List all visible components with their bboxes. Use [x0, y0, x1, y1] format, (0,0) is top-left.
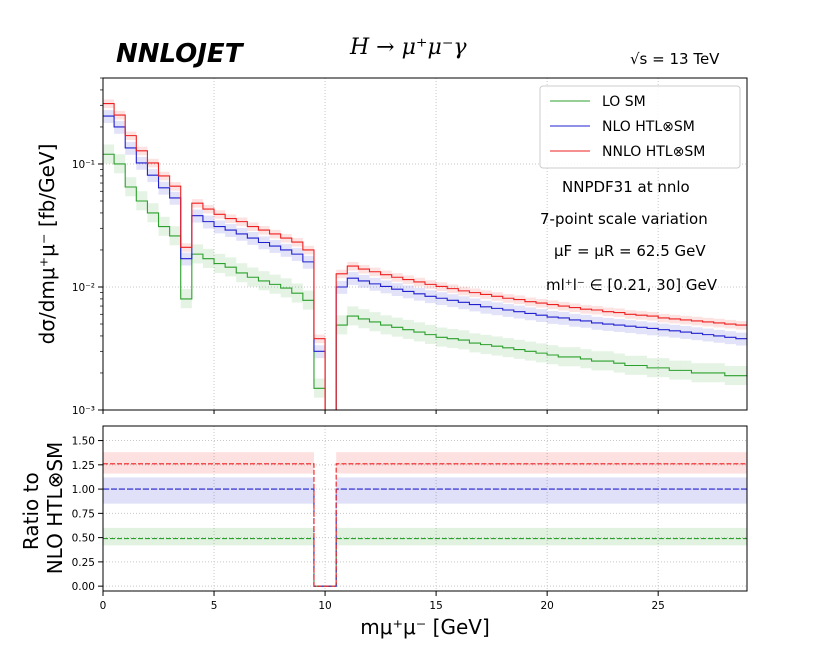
brand-logo: NNLOJET	[116, 39, 245, 69]
bottom-lines	[103, 463, 747, 587]
top-line-series-0	[103, 153, 747, 410]
energy-label: √s = 13 TeV	[630, 50, 720, 68]
bottom-band-0-1	[336, 527, 747, 546]
bottom-y-axis-label-line1: Ratio to	[19, 472, 43, 550]
top-ytick-label-2: 10⁻³	[72, 405, 95, 417]
legend: LO SM NLO HTL⊗SM NNLO HTL⊗SM	[539, 85, 741, 169]
bottom-ytick-label-5: 1.25	[72, 460, 95, 472]
top-y-axis-label: dσ/dmμ⁺μ⁻ [fb/GeV]	[35, 144, 59, 345]
legend-label-nlo: NLO HTL⊗SM	[602, 119, 695, 135]
bottom-xtick-label-2: 10	[318, 600, 331, 612]
bottom-band-1-1	[336, 477, 747, 504]
bottom-band-2-0	[103, 452, 314, 474]
bottom-ytick-label-0: 0.00	[72, 581, 95, 593]
bottom-xtick-label-1: 5	[211, 600, 218, 612]
bottom-band-0-0	[103, 527, 314, 546]
process-title: H → μ⁺μ⁻γ	[349, 35, 467, 60]
bottom-y-axis-label-line2: NLO HTL⊗SM	[43, 442, 67, 575]
top-line-series-1	[103, 115, 747, 410]
annotation-mass-range: ml⁺l⁻ ∈ [0.21, 30] GeV	[546, 276, 718, 294]
bottom-ytick-label-3: 0.75	[72, 508, 95, 520]
bottom-band-2-1	[336, 452, 747, 474]
bottom-line-series-2	[103, 463, 747, 587]
legend-label-nnlo: NNLO HTL⊗SM	[602, 144, 705, 160]
top-ytick-label-0: 10⁻¹	[72, 159, 95, 171]
annotation-pdf: NNPDF31 at nnlo	[562, 178, 690, 196]
bottom-ytick-label-4: 1.00	[72, 484, 95, 496]
bottom-ytick-label-2: 0.50	[72, 533, 95, 545]
top-lines	[103, 102, 747, 410]
top-ytick-label-1: 10⁻²	[72, 282, 95, 294]
bottom-ticks: 0.00 0.25 0.50 0.75 1.00 1.25 1.50 0 5 10 15 20 25	[72, 436, 665, 612]
bottom-band-1-0	[103, 477, 314, 504]
bottom-bands	[103, 452, 747, 546]
legend-label-lo: LO SM	[602, 94, 646, 110]
top-ticks: 10⁻¹ 10⁻² 10⁻³	[72, 77, 659, 417]
bottom-ytick-label-1: 0.25	[72, 557, 95, 569]
bottom-ytick-label-6: 1.50	[72, 436, 95, 448]
bottom-xtick-label-3: 15	[429, 600, 442, 612]
bottom-panel: 0.00 0.25 0.50 0.75 1.00 1.25 1.50 0 5 10 15 20 25	[72, 425, 748, 612]
bottom-xtick-label-5: 25	[651, 600, 664, 612]
bottom-frame	[102, 425, 748, 592]
top-frame	[102, 77, 748, 411]
annotation-mu: μF = μR = 62.5 GeV	[554, 242, 706, 260]
bottom-xtick-label-4: 20	[540, 600, 553, 612]
bottom-plot-area	[103, 426, 747, 591]
legend-box	[539, 85, 741, 169]
bottom-y-axis-label: Ratio to NLO HTL⊗SM	[19, 442, 67, 575]
x-axis-label: mμ⁺μ⁻ [GeV]	[360, 615, 490, 639]
bottom-xtick-label-0: 0	[100, 600, 107, 612]
top-line-series-2	[103, 102, 747, 410]
annotation-scale: 7-point scale variation	[540, 210, 708, 228]
